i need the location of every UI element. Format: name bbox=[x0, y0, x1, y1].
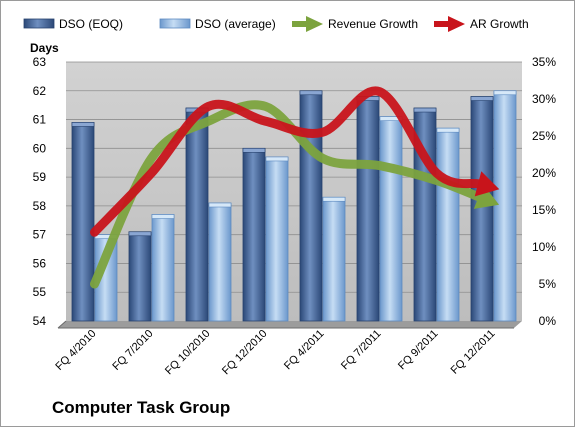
legend-arrow-ar bbox=[434, 16, 465, 32]
x-tick-label: FQ 4/2011 bbox=[282, 328, 327, 373]
bar-dso-eoq bbox=[470, 96, 494, 322]
x-tick-label: FQ 7/2011 bbox=[339, 328, 384, 373]
bar-dso-average bbox=[436, 127, 460, 322]
legend-swatch-eoq bbox=[23, 18, 55, 29]
x-tick-label: FQ 12/2010 bbox=[220, 328, 270, 378]
bar-dso-average bbox=[265, 156, 289, 322]
y2-tick-label: 10% bbox=[532, 240, 556, 254]
y-tick-label: 62 bbox=[33, 84, 47, 98]
y2-axis-ticks: 0% 5% 10% 15% 20% 25% 30% 35% bbox=[532, 55, 556, 328]
bar-dso-eoq bbox=[356, 96, 380, 322]
bar-dso-eoq bbox=[128, 231, 152, 322]
legend-label-eoq: DSO (EOQ) bbox=[59, 17, 123, 31]
x-tick-label: FQ 12/2011 bbox=[449, 328, 498, 377]
y-tick-label: 57 bbox=[33, 228, 47, 242]
y2-tick-label: 20% bbox=[532, 166, 556, 180]
legend-swatch-avg bbox=[159, 18, 191, 29]
bar-dso-eoq bbox=[299, 90, 323, 322]
x-tick-label: FQ 10/2010 bbox=[163, 328, 213, 378]
y-axis-ticks: 54 55 56 57 58 59 60 61 62 63 bbox=[33, 55, 47, 328]
growth-lines bbox=[90, 86, 500, 289]
y-tick-label: 56 bbox=[33, 256, 47, 270]
bar-dso-eoq bbox=[71, 122, 95, 322]
legend-label-avg: DSO (average) bbox=[195, 17, 276, 31]
ar-growth-line bbox=[90, 86, 500, 237]
y-tick-label: 60 bbox=[33, 141, 47, 155]
legend-label-ar: AR Growth bbox=[470, 17, 529, 31]
x-tick-label: FQ 4/2010 bbox=[53, 328, 98, 373]
bar-dso-average bbox=[208, 202, 232, 322]
legend-arrow-revenue bbox=[292, 16, 323, 32]
y2-tick-label: 5% bbox=[539, 277, 557, 291]
revenue-growth-line bbox=[90, 100, 500, 289]
y-tick-label: 54 bbox=[33, 314, 47, 328]
y-tick-label: 59 bbox=[33, 170, 47, 184]
legend-label-revenue: Revenue Growth bbox=[328, 17, 418, 31]
plot-floor bbox=[58, 321, 522, 328]
bar-dso-average bbox=[151, 214, 175, 322]
bar-dso-average bbox=[493, 90, 517, 322]
bar-dso-eoq bbox=[185, 107, 209, 322]
bar-dso-eoq bbox=[242, 147, 266, 322]
y-tick-label: 61 bbox=[33, 113, 47, 127]
y-tick-label: 58 bbox=[33, 199, 47, 213]
legend: DSO (EOQ) DSO (average) Revenue Growth A… bbox=[23, 16, 529, 32]
x-axis-ticks: FQ 4/2010 FQ 7/2010 FQ 10/2010 FQ 12/2010 FQ… bbox=[53, 328, 497, 378]
y-tick-label: 55 bbox=[33, 285, 47, 299]
x-tick-label: FQ 7/2010 bbox=[110, 328, 155, 373]
left-depth-edge bbox=[57, 320, 67, 329]
y2-tick-label: 15% bbox=[532, 203, 556, 217]
bar-dso-average bbox=[322, 196, 346, 322]
y2-tick-label: 30% bbox=[532, 92, 556, 106]
x-tick-label: FQ 9/2011 bbox=[396, 328, 441, 373]
y2-tick-label: 25% bbox=[532, 129, 556, 143]
y-axis-label: Days bbox=[30, 41, 59, 55]
chart-caption: Computer Task Group bbox=[52, 398, 231, 417]
y-tick-label: 63 bbox=[33, 55, 47, 69]
y2-tick-label: 35% bbox=[532, 55, 556, 69]
y2-tick-label: 0% bbox=[539, 314, 557, 328]
bar-dso-average bbox=[379, 116, 403, 322]
